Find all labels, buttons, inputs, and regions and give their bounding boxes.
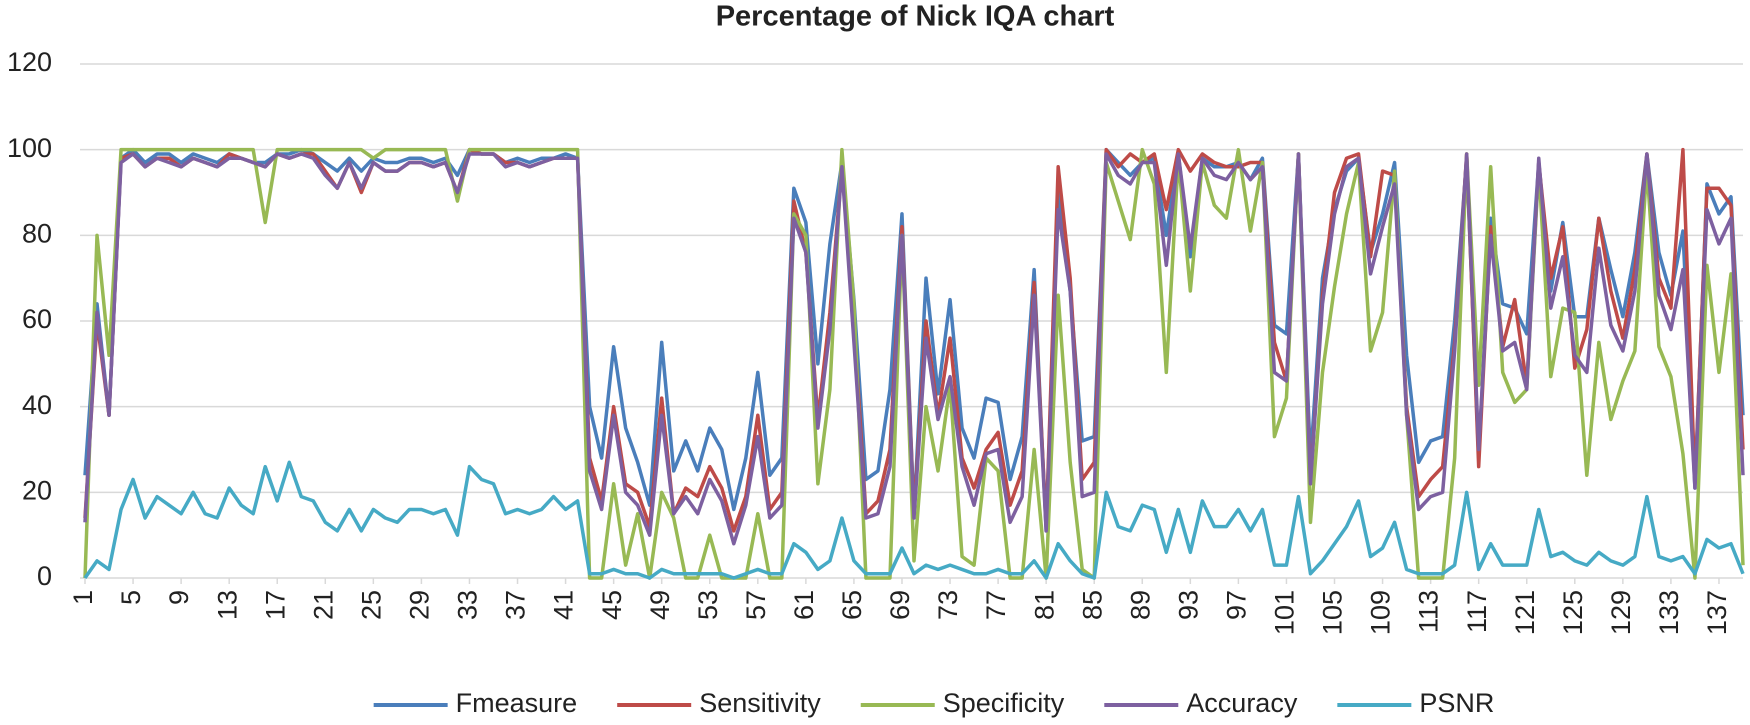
- x-tick-label: 121: [1510, 590, 1540, 635]
- y-tick-label: 20: [22, 475, 52, 505]
- x-tick-label: 65: [837, 590, 867, 620]
- y-tick-label: 40: [22, 390, 52, 420]
- legend: Fmeasure Sensitivity Specificity Accuracy PS…: [373, 688, 1494, 718]
- x-tick-label: 101: [1270, 590, 1300, 635]
- x-tick-label: 5: [116, 590, 146, 605]
- legend-label: Specificity: [943, 688, 1065, 718]
- x-tick-label: 113: [1414, 590, 1444, 633]
- x-tick-label: 53: [693, 590, 723, 620]
- x-tick-label: 29: [405, 590, 435, 620]
- x-tick-label: 133: [1654, 590, 1684, 635]
- legend-label: Sensitivity: [699, 688, 821, 718]
- x-tick-label: 21: [308, 590, 338, 620]
- x-tick-label: 17: [260, 590, 290, 620]
- x-tick-label: 97: [1222, 590, 1252, 620]
- x-tick-label: 73: [933, 590, 963, 620]
- y-tick-label: 0: [37, 561, 52, 591]
- legend-label: Accuracy: [1186, 688, 1298, 718]
- x-tick-label: 61: [789, 590, 819, 620]
- x-tick-label: 37: [501, 590, 531, 620]
- x-tick-label: 93: [1173, 590, 1203, 620]
- y-tick-label: 100: [7, 133, 52, 163]
- x-tick-label: 13: [212, 590, 242, 620]
- series-line: [83, 152, 1745, 546]
- x-tick-label: 57: [741, 590, 771, 620]
- x-tick-label: 89: [1125, 590, 1155, 620]
- y-tick-label: 60: [22, 304, 52, 334]
- y-tick-label: 80: [22, 218, 52, 248]
- x-tick-label: 69: [885, 590, 915, 620]
- chart-title: Percentage of Nick IQA chart: [716, 1, 1115, 33]
- x-tick-label: 1: [68, 590, 98, 605]
- x-tick-label: 81: [1029, 590, 1059, 620]
- x-tick-label: 45: [597, 590, 627, 620]
- legend-label: PSNR: [1419, 688, 1494, 718]
- x-tick-label: 117: [1462, 590, 1492, 633]
- x-tick-label: 137: [1702, 590, 1732, 635]
- x-tick-label: 33: [453, 590, 483, 620]
- series-line: [83, 460, 1745, 580]
- x-tick-label: 49: [645, 590, 675, 620]
- y-tick-label: 120: [7, 47, 52, 77]
- legend-label: Fmeasure: [456, 688, 578, 718]
- x-tick-label: 9: [164, 590, 194, 605]
- x-tick-label: 109: [1366, 590, 1396, 635]
- x-tick-label: 41: [549, 590, 579, 620]
- x-tick-label: 125: [1558, 590, 1588, 635]
- x-tick-label: 85: [1077, 590, 1107, 620]
- x-tick-label: 25: [356, 590, 386, 620]
- x-tick-label: 129: [1606, 590, 1636, 635]
- x-tick-label: 105: [1318, 590, 1348, 635]
- x-tick-label: 77: [981, 590, 1011, 620]
